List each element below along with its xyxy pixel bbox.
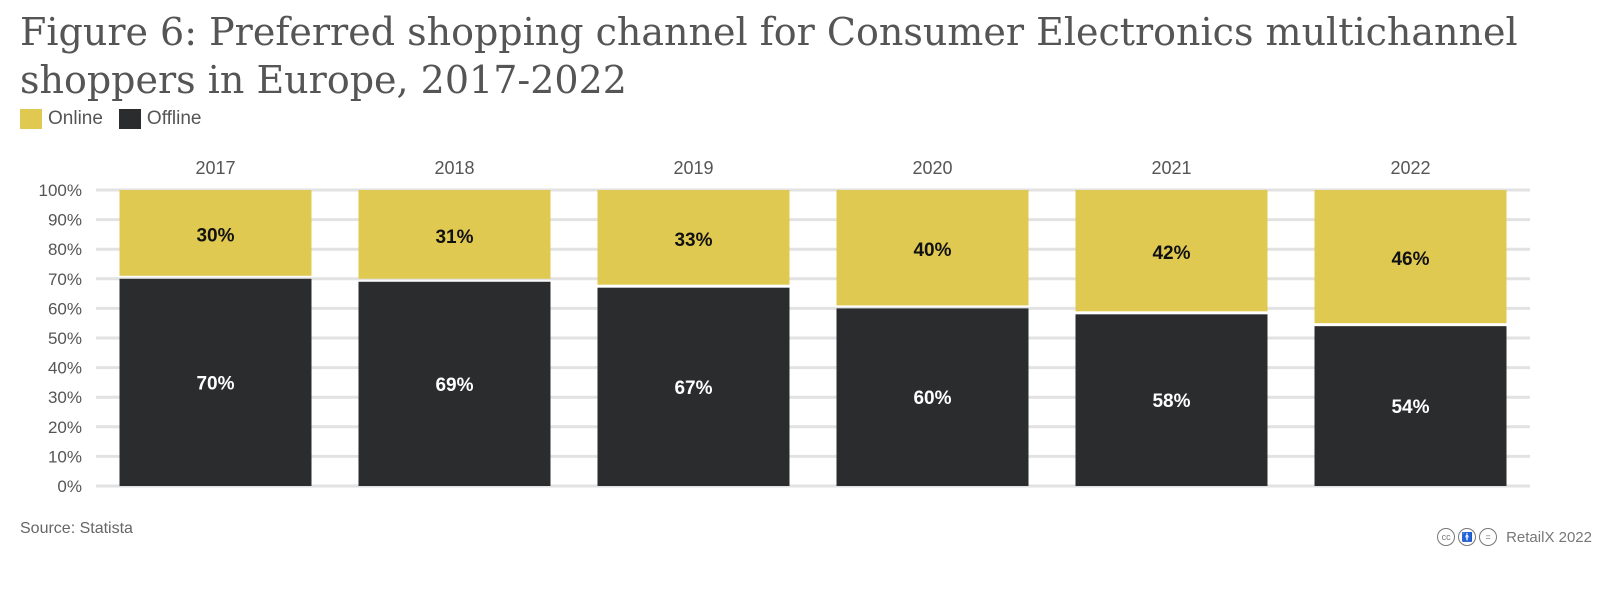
category-label: 2018 (434, 158, 474, 178)
data-label-online: 46% (1391, 249, 1429, 270)
credit-text: RetailX 2022 (1506, 528, 1592, 546)
legend-label-offline: Offline (146, 108, 202, 129)
bar-offline (597, 287, 790, 486)
bar-online (1314, 190, 1507, 324)
y-tick-label: 10% (48, 447, 82, 466)
bar-online (119, 190, 312, 276)
source-note: Source: Statista (20, 520, 133, 537)
data-label-offline: 70% (196, 373, 234, 394)
bar-online (358, 190, 551, 279)
y-tick-label: 20% (48, 418, 82, 437)
bar-offline (836, 308, 1029, 486)
bar-online (836, 190, 1029, 306)
y-tick-label: 80% (48, 240, 82, 259)
data-label-offline: 58% (1152, 391, 1190, 412)
data-label-online: 31% (435, 227, 473, 248)
category-label: 2020 (912, 158, 952, 178)
bar-online (1075, 190, 1268, 312)
y-tick-label: 100% (39, 181, 82, 200)
category-label: 2022 (1390, 158, 1430, 178)
y-tick-label: 70% (48, 270, 82, 289)
y-tick-label: 0% (57, 477, 82, 496)
data-label-offline: 60% (913, 388, 951, 409)
bar-offline (358, 281, 551, 486)
bar-offline (1314, 326, 1507, 486)
data-label-online: 30% (196, 225, 234, 246)
bar-online (597, 190, 790, 285)
category-label: 2019 (673, 158, 713, 178)
legend-label-online: Online (48, 108, 103, 129)
nd-icon: = (1479, 528, 1498, 546)
y-tick-label: 60% (48, 299, 82, 318)
legend-item-offline: Offline (118, 108, 202, 130)
data-label-online: 40% (913, 240, 951, 261)
category-label: 2017 (195, 158, 235, 178)
y-tick-label: 90% (48, 211, 82, 230)
data-label-offline: 69% (435, 375, 473, 396)
bar-offline (1075, 314, 1268, 486)
cc-icon: cc (1437, 528, 1456, 546)
legend-item-online: Online (20, 108, 103, 130)
y-tick-label: 40% (48, 359, 82, 378)
category-label: 2021 (1151, 158, 1191, 178)
legend-swatch-offline (118, 109, 141, 129)
chart-title: Figure 6: Preferred shopping channel for… (20, 10, 1518, 102)
y-tick-label: 30% (48, 388, 82, 407)
stacked-bar-chart: 0% 10% 20% 30% 40% 50% 60% 70% 80% 90% 100% 2017 70%… (39, 158, 1530, 496)
data-label-offline: 54% (1391, 397, 1429, 418)
data-label-online: 42% (1152, 243, 1190, 264)
credits: cc 🚹 = RetailX 2022 (1437, 528, 1592, 546)
legend: Online Offline (20, 108, 218, 130)
by-icon: 🚹 (1458, 528, 1477, 546)
y-tick-label: 50% (48, 329, 82, 348)
bar-offline (119, 278, 312, 486)
data-label-online: 33% (674, 230, 712, 251)
chart-area: 0% 10% 20% 30% 40% 50% 60% 70% 80% 90% 100% 2017 70%… (0, 140, 1612, 515)
data-label-offline: 67% (674, 378, 712, 399)
legend-swatch-online (20, 109, 42, 129)
